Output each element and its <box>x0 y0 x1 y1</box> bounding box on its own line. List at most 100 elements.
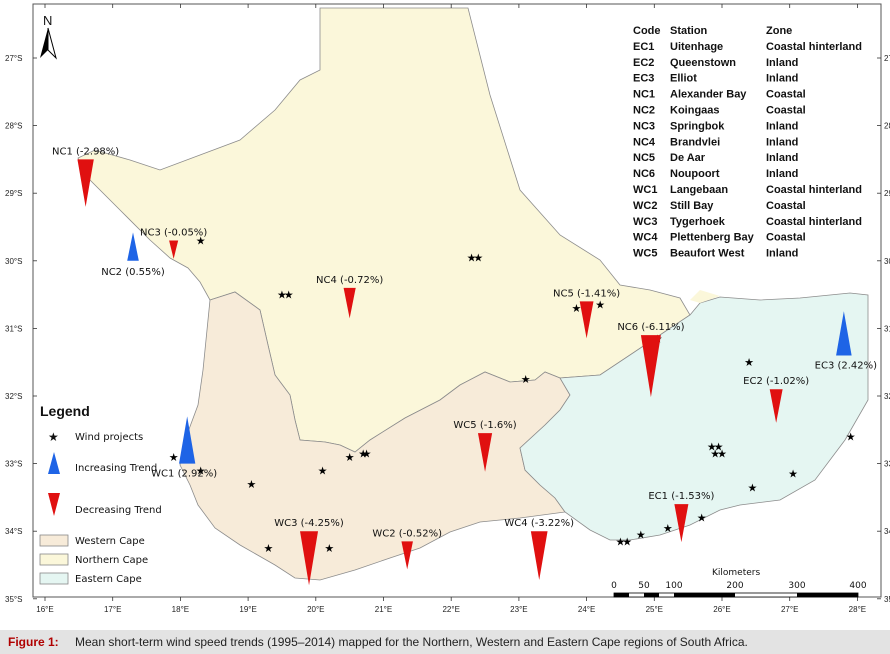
wind-project-star-icon: ★ <box>707 442 717 454</box>
lat-tick-label-right: 31°S <box>884 324 890 333</box>
eastern-cape-region <box>519 292 869 541</box>
lat-tick-label: 30°S <box>5 257 22 266</box>
wind-project-star-icon: ★ <box>324 543 334 555</box>
wind-project-star-icon: ★ <box>521 374 531 386</box>
station-label-nc5: NC5 (-1.41%) <box>553 288 620 299</box>
scale-bar-label: 50 <box>638 581 650 591</box>
lat-tick-label: 35°S <box>5 595 22 604</box>
table-cell: Plettenberg Bay <box>670 232 755 244</box>
table-cell: Coastal <box>766 200 806 212</box>
wind-project-star-icon: ★ <box>263 543 273 555</box>
wind-project-star-icon: ★ <box>636 530 646 542</box>
station-label-ec2: EC2 (-1.02%) <box>743 376 809 387</box>
station-marker-ec3 <box>836 311 852 356</box>
north-arrow-left-half <box>40 28 48 58</box>
wind-project-star-icon: ★ <box>595 300 605 312</box>
table-cell: EC1 <box>633 41 654 53</box>
wind-project-star-icon: ★ <box>714 442 724 454</box>
wind-project-star-icon: ★ <box>467 252 477 264</box>
wind-project-star-icon: ★ <box>247 479 257 491</box>
wind-project-star-icon: ★ <box>717 448 727 460</box>
wind-project-star-icon: ★ <box>277 290 287 302</box>
wind-project-star-icon: ★ <box>846 432 856 444</box>
table-cell: WC1 <box>633 184 657 196</box>
table-cell: Inland <box>766 57 798 69</box>
table-cell: NC5 <box>633 152 655 164</box>
north-arrow-right-half <box>47 27 57 60</box>
station-label-nc6: NC6 (-6.11%) <box>617 322 684 333</box>
table-cell: Brandvlei <box>670 136 720 148</box>
table-cell: Inland <box>766 152 798 164</box>
wind-project-star-icon: ★ <box>473 252 483 264</box>
lon-tick-label: 23°E <box>510 605 527 614</box>
table-cell: Coastal hinterland <box>766 216 862 228</box>
lat-tick-label: 31°S <box>5 324 22 333</box>
legend-northern-cape-swatch <box>39 553 69 566</box>
wind-project-star-icon: ★ <box>748 482 758 494</box>
table-cell: Coastal <box>766 105 806 117</box>
neighbouring-land <box>690 290 720 303</box>
station-marker-nc2 <box>127 232 139 261</box>
caption-text: Mean short-term wind speed trends (1995–… <box>75 635 748 649</box>
figure-caption: Figure 1: Mean short-term wind speed tre… <box>0 630 890 654</box>
station-marker-ec1 <box>674 504 689 543</box>
scale-bar-label: 100 <box>665 581 682 591</box>
legend-northern-cape: Northern Cape <box>75 555 148 566</box>
table-cell: NC1 <box>633 89 655 101</box>
legend-star-icon: ★ <box>48 430 59 444</box>
lat-tick-label: 28°S <box>5 122 22 131</box>
station-label-wc1: WC1 (2.92%) <box>151 469 217 480</box>
scale-bar-segment-4 <box>797 593 858 597</box>
longitude-ticks: 16°E 17°E 18°E 19°E 20°E 21°E 22°E 23°E 24°E 25°E… <box>36 4 866 614</box>
lon-tick-label: 22°E <box>442 605 459 614</box>
table-cell: WC5 <box>633 248 657 260</box>
wind-project-star-icon: ★ <box>710 448 720 460</box>
wind-project-star-icon: ★ <box>744 357 754 369</box>
station-label-ec1: EC1 (-1.53%) <box>648 491 714 502</box>
scale-bar-label: 400 <box>849 581 866 591</box>
scale-bar-label: 0 <box>611 581 617 591</box>
table-cell: De Aar <box>670 152 706 164</box>
legend-western-cape-swatch <box>39 534 69 547</box>
table-cell: Tygerhoek <box>670 216 726 228</box>
legend: Legend ★ Wind projects Increasing Trend … <box>39 403 162 585</box>
table-cell: Coastal hinterland <box>766 184 862 196</box>
station-marker-wc2 <box>401 541 413 570</box>
scale-bar-label: 200 <box>726 581 743 591</box>
table-cell: Alexander Bay <box>670 89 747 101</box>
table-cell: WC4 <box>633 232 658 244</box>
wind-project-star-icon: ★ <box>345 452 355 464</box>
lon-tick-label: 24°E <box>578 605 595 614</box>
station-marker-nc6 <box>640 335 661 398</box>
legend-western-cape: Western Cape <box>75 536 145 547</box>
wind-project-star-icon: ★ <box>572 303 582 315</box>
station-label-ec3: EC3 (2.42%) <box>815 360 878 371</box>
table-cell: Coastal <box>766 232 806 244</box>
table-cell: EC2 <box>633 57 654 69</box>
scale-bar: Kilometers 0 50 100 200 300 400 <box>611 568 867 598</box>
station-marker-wc1 <box>179 416 196 464</box>
table-cell: Elliot <box>670 73 697 85</box>
table-cell: Springbok <box>670 120 725 132</box>
legend-eastern-cape: Eastern Cape <box>75 574 142 585</box>
lon-tick-label: 21°E <box>375 605 392 614</box>
lat-tick-label-right: 27°S <box>884 54 890 63</box>
table-cell: WC2 <box>633 200 657 212</box>
table-cell: NC3 <box>633 120 655 132</box>
lon-tick-label: 20°E <box>307 605 324 614</box>
stations-layer: NC1 (-2.98%) NC2 (0.55%) NC3 (-0.05%) NC4 (… <box>52 146 878 586</box>
wind-project-star-icon: ★ <box>196 236 206 248</box>
lat-tick-label: 33°S <box>5 460 22 469</box>
table-cell: NC4 <box>633 136 656 148</box>
station-marker-nc5 <box>579 301 594 339</box>
caption-label: Figure 1: <box>8 635 59 649</box>
station-table: Code Station Zone EC1 Uitenhage Coastal hinte… <box>633 25 862 260</box>
lon-tick-label: 25°E <box>646 605 663 614</box>
table-cell: Still Bay <box>670 200 714 212</box>
legend-decreasing: Decreasing Trend <box>75 505 162 516</box>
scale-bar-labels: 0 50 100 200 300 400 <box>611 581 867 591</box>
table-cell: Inland <box>766 120 798 132</box>
legend-wind-projects: Wind projects <box>75 432 143 443</box>
wind-project-star-icon: ★ <box>318 465 328 477</box>
table-header: Zone <box>766 25 792 37</box>
